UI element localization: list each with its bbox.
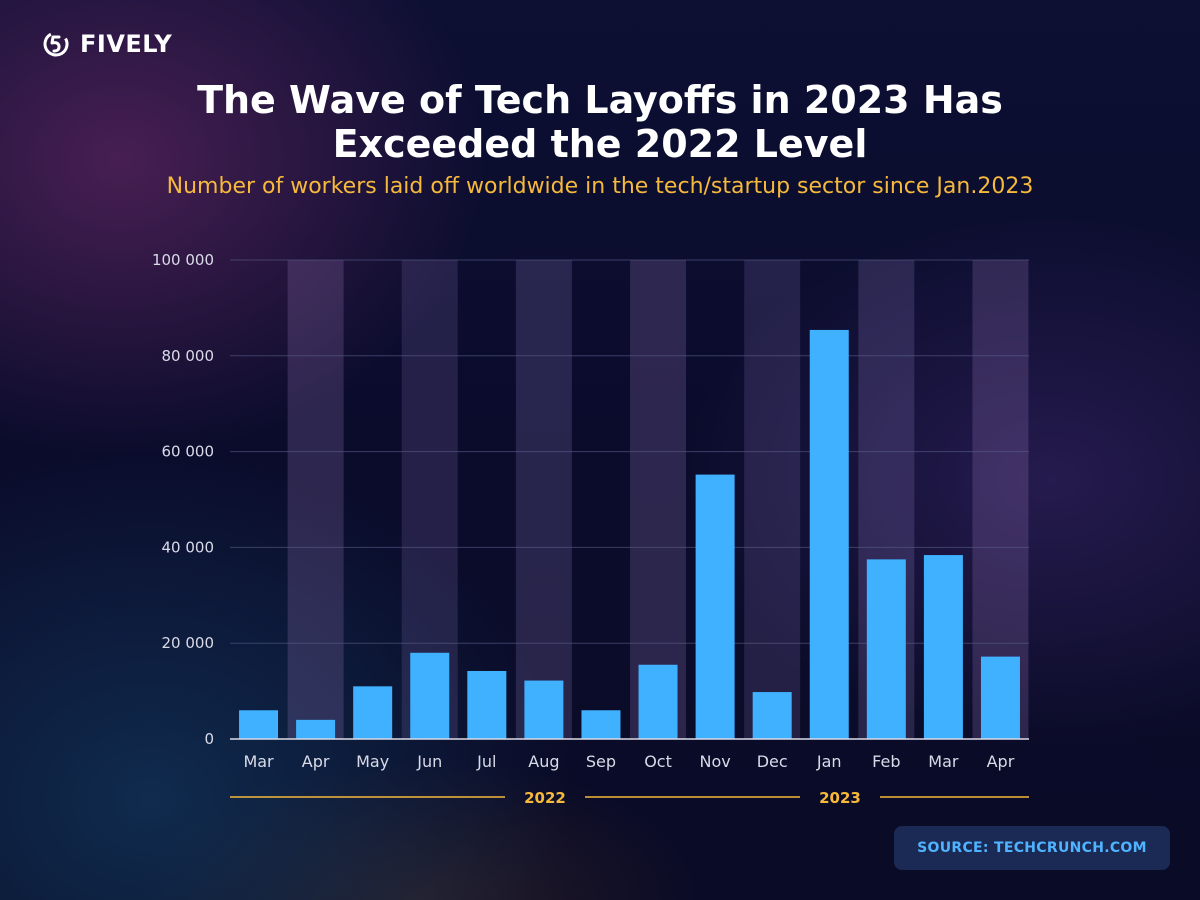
bar bbox=[296, 719, 336, 739]
source-text: SOURCE: TECHCRUNCH.COM bbox=[917, 840, 1147, 856]
bar bbox=[581, 710, 621, 739]
chart-subtitle: Number of workers laid off worldwide in … bbox=[166, 174, 1034, 199]
x-tick-label: Aug bbox=[528, 752, 559, 771]
bar bbox=[239, 710, 279, 739]
x-tick-label: Oct bbox=[644, 752, 672, 771]
x-tick-label: Apr bbox=[302, 752, 330, 771]
x-tick-label: Feb bbox=[872, 752, 900, 771]
x-tick-labels: Mar Apr May Jun Jul Aug Sep Oct Nov Dec Jan Feb Mar A… bbox=[243, 752, 1014, 771]
x-tick-label: May bbox=[356, 752, 389, 771]
y-tick-label: 20 000 bbox=[162, 634, 215, 652]
bar bbox=[695, 474, 735, 739]
y-tick-label: 100 000 bbox=[152, 251, 214, 269]
bar bbox=[524, 680, 564, 739]
bar bbox=[467, 670, 507, 739]
x-tick-label: Nov bbox=[699, 752, 730, 771]
background-stripe bbox=[744, 260, 801, 739]
bar bbox=[353, 686, 393, 739]
y-tick-label: 0 bbox=[204, 730, 214, 748]
x-tick-label: Mar bbox=[243, 752, 274, 771]
brand-name: FIVELY bbox=[80, 30, 173, 58]
bar bbox=[923, 555, 963, 739]
brand-logo: FIVELY bbox=[40, 28, 172, 60]
bar bbox=[410, 652, 450, 739]
x-tick-label: Dec bbox=[757, 752, 788, 771]
bar bbox=[638, 664, 678, 739]
x-tick-label: Jun bbox=[416, 752, 442, 771]
y-tick-label: 40 000 bbox=[162, 538, 215, 556]
bar bbox=[809, 329, 849, 739]
year-label: 2022 bbox=[524, 789, 566, 807]
y-tick-labels: 0 20 000 40 000 60 000 80 000 100 000 bbox=[152, 251, 214, 748]
fively-logo-icon bbox=[43, 31, 69, 57]
year-groups: 2022 2023 bbox=[230, 789, 1029, 807]
chart-title: The Wave of Tech Layoffs in 2023 Has Exc… bbox=[197, 78, 1003, 166]
x-tick-label: Sep bbox=[586, 752, 616, 771]
background-stripe bbox=[287, 260, 344, 739]
y-tick-label: 60 000 bbox=[162, 443, 215, 461]
bar bbox=[752, 692, 792, 739]
bar bbox=[980, 656, 1020, 739]
x-tick-label: Jan bbox=[816, 752, 842, 771]
x-tick-label: Mar bbox=[928, 752, 959, 771]
x-tick-label: Apr bbox=[987, 752, 1015, 771]
background-stripe bbox=[515, 260, 572, 739]
bars bbox=[239, 329, 1020, 739]
source-badge: SOURCE: TECHCRUNCH.COM bbox=[894, 826, 1170, 870]
background-stripe bbox=[630, 260, 687, 739]
x-tick-label: Jul bbox=[476, 752, 496, 771]
y-tick-label: 80 000 bbox=[162, 347, 215, 365]
bar bbox=[866, 559, 906, 739]
year-label: 2023 bbox=[819, 789, 861, 807]
gridlines bbox=[230, 259, 1029, 644]
